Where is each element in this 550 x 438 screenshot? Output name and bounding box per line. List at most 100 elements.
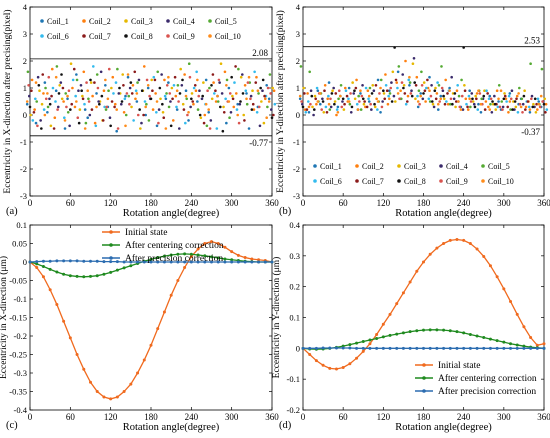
- panel-b-point-coil-4: [301, 102, 304, 106]
- panel-a-point-coil-2: [73, 105, 77, 109]
- panel-c-marker-0: [55, 303, 59, 307]
- panel-b-point-coil-9: [440, 86, 444, 90]
- panel-b-point-coil-2: [386, 102, 390, 106]
- panel-b-x-tick-label: 360: [537, 198, 550, 208]
- panel-c-marker-0: [62, 319, 66, 323]
- panel-c-marker-0: [257, 258, 261, 262]
- panel-a-reference-label: 2.08: [252, 48, 268, 58]
- panel-b-point-coil-4: [521, 102, 525, 106]
- panel-b-point-coil-9: [358, 100, 361, 103]
- panel-b-point-coil-1: [428, 75, 431, 79]
- panel-a-point-coil-4: [198, 89, 201, 92]
- panel-a-point-coil-8: [69, 108, 72, 111]
- panel-c-marker-2: [48, 259, 52, 263]
- panel-b-legend-marker: [439, 164, 443, 168]
- panel-a-point-coil-10: [245, 97, 248, 101]
- panel-a-point-coil-2: [272, 89, 276, 92]
- panel-c-legend-marker: [109, 230, 113, 234]
- panel-d-marker-2: [334, 346, 338, 350]
- panel-a-point-coil-1: [196, 100, 199, 103]
- panel-a-point-coil-5: [156, 70, 160, 74]
- panel-b-point-coil-10: [336, 111, 340, 114]
- panel-a-point-coil-3: [179, 67, 182, 71]
- panel-b-point-coil-10: [479, 102, 483, 106]
- panel-d-y-tick-label: 0.2: [289, 282, 300, 292]
- panel-a-point-coil-8: [161, 102, 164, 106]
- panel-a-point-coil-4: [169, 100, 172, 103]
- panel-b-point-coil-9: [337, 89, 341, 92]
- panel-a-point-coil-7: [110, 100, 114, 103]
- panel-a-point-coil-5: [116, 67, 119, 71]
- panel-d-marker-2: [468, 346, 472, 350]
- panel-c-marker-0: [115, 395, 119, 399]
- panel-a-point-coil-4: [140, 121, 143, 125]
- panel-b-point-coil-3: [302, 86, 306, 90]
- panel-d-marker-1: [355, 341, 359, 345]
- panel-b-point-coil-8: [402, 86, 405, 90]
- panel-b-point-coil-10: [459, 108, 463, 111]
- panel-a-point-coil-8: [261, 78, 265, 82]
- panel-a-point-coil-8: [129, 81, 133, 84]
- panel-a-point-coil-4: [56, 105, 60, 109]
- panel-b-legend-label: Coil_2: [362, 162, 384, 171]
- panel-c-marker-2: [216, 260, 220, 264]
- panel-c-marker-0: [102, 395, 106, 399]
- panel-a-point-coil-6: [51, 86, 55, 90]
- panel-b-point-coil-3: [422, 81, 426, 84]
- panel-b-point-coil-2: [444, 78, 447, 82]
- panel-c-marker-0: [129, 382, 133, 386]
- panel-a-point-coil-2: [232, 105, 236, 109]
- panel-d-x-tick-label: 240: [457, 412, 471, 422]
- panel-b-point-coil-7: [535, 102, 538, 106]
- panel-a-point-coil-6: [123, 97, 127, 101]
- panel-b-point-coil-10: [477, 89, 480, 92]
- panel-a-point-coil-1: [86, 116, 89, 119]
- panel-a-y-tick-label: 4: [23, 2, 28, 12]
- panel-a-point-coil-8: [158, 86, 162, 90]
- panel-b-point-coil-7: [365, 105, 369, 109]
- panel-a-legend-label: Coil_9: [173, 32, 195, 41]
- panel-c-x-tick-label: 360: [265, 412, 279, 422]
- panel-a-point-coil-10: [265, 116, 268, 119]
- panel-b-point-coil-1: [347, 86, 351, 90]
- panel-b-point-coil-9: [369, 102, 372, 106]
- panel-a-point-coil-6: [134, 89, 138, 92]
- panel-a-legend-marker: [124, 19, 128, 23]
- panel-b-point-coil-7: [303, 92, 306, 95]
- panel-d-marker-1: [509, 342, 513, 346]
- panel-a-point-coil-1: [43, 81, 47, 84]
- panel-b-point-coil-8: [533, 97, 537, 101]
- panel-a-point-coil-8: [57, 92, 61, 95]
- panel-c-y-tick-label: -0.2: [14, 331, 27, 341]
- panel-b-point-coil-3: [313, 94, 317, 98]
- panel-b-point-coil-5: [497, 84, 501, 87]
- panel-a-point-coil-8: [60, 73, 63, 76]
- panel-a-point-coil-9: [246, 81, 250, 84]
- panel-d-marker-2: [422, 346, 425, 350]
- panel-b-point-coil-9: [380, 105, 384, 109]
- panel-a-point-coil-5: [237, 67, 240, 71]
- panel-b-point-coil-9: [538, 105, 542, 109]
- panel-a-point-coil-4: [117, 92, 121, 95]
- panel-a-point-coil-6: [34, 97, 37, 101]
- panel-a-point-coil-6: [92, 65, 95, 68]
- panel-a-point-coil-6: [253, 70, 256, 74]
- panel-b-point-coil-8: [453, 92, 457, 95]
- panel-a-point-coil-10: [83, 127, 87, 130]
- panel-a-point-coil-10: [216, 94, 219, 98]
- panel-c-marker-2: [75, 259, 79, 263]
- panel-b-point-coil-6: [324, 105, 328, 109]
- panel-b-point-coil-10: [316, 100, 320, 103]
- panel-b-point-coil-6: [496, 105, 500, 109]
- panel-c-marker-2: [129, 260, 133, 264]
- panel-b-point-coil-8: [502, 97, 506, 101]
- panel-a-point-coil-3: [89, 81, 93, 84]
- panel-a-point-coil-7: [32, 111, 36, 114]
- panel-a-legend-label: Coil_4: [173, 17, 195, 26]
- panel-d-marker-2: [408, 346, 412, 350]
- panel-b-point-coil-9: [389, 86, 393, 90]
- panel-b-point-coil-2: [484, 100, 488, 103]
- panel-b-point-coil-7: [325, 111, 329, 114]
- panel-b-point-coil-10: [448, 89, 451, 92]
- panel-b-point-coil-8: [542, 102, 546, 106]
